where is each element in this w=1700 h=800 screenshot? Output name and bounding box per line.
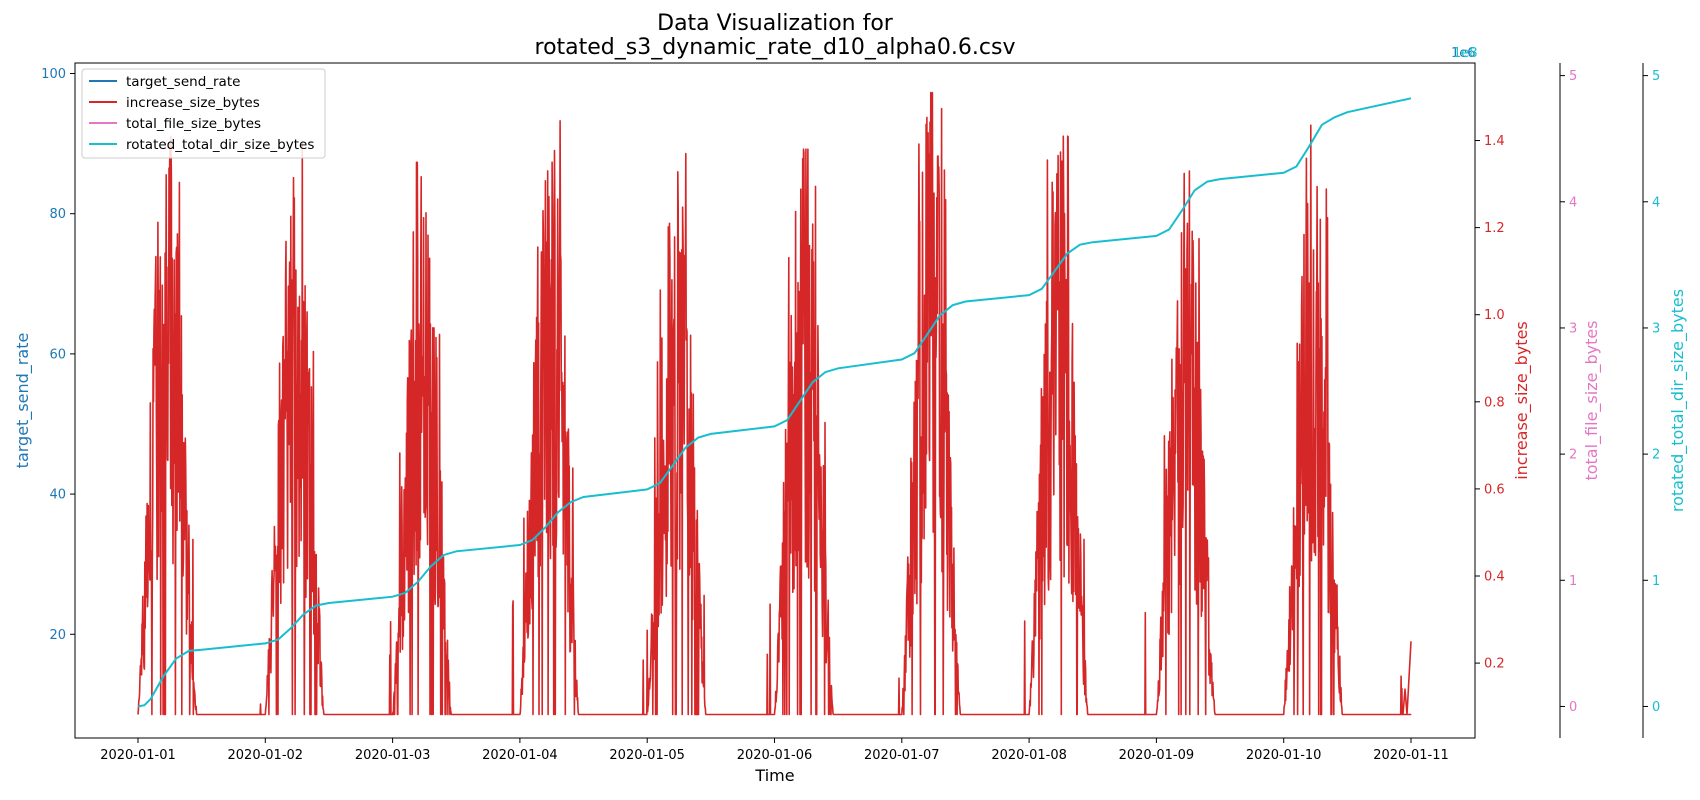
right2-tick-label: 1 [1569,574,1577,589]
right2-tick-label: 0 [1569,700,1577,715]
x-tick-label: 2020-01-08 [991,748,1067,763]
right3-tick-label: 5 [1652,69,1660,84]
right3-axis-title: rotated_total_dir_size_bytes [1668,289,1688,512]
x-tick-label: 2020-01-03 [355,748,431,763]
right3-offset-label: 1e8 [1453,46,1478,61]
legend-label: target_send_rate [126,74,240,90]
right1-offset-label: 1e6 [1451,46,1476,61]
chart-title-line2: rotated_s3_dynamic_rate_d10_alpha0.6.csv [535,35,1016,60]
right3-tick-label: 2 [1652,448,1660,463]
axes: 2020-01-01 2020-01-02 2020-01-03 2020-01-04… [13,46,1688,763]
x-tick-label: 2020-01-01 [100,748,176,763]
x-tick-label: 2020-01-06 [737,748,813,763]
right3-tick-label: 4 [1652,195,1660,210]
left-tick-label: 40 [49,488,66,503]
legend-label: total_file_size_bytes [126,116,261,132]
left-tick-label: 80 [49,207,66,222]
legend-label: rotated_total_dir_size_bytes [126,137,314,153]
x-axis-title: Time [754,766,794,785]
right3-tick-label: 3 [1652,321,1660,336]
right1-tick-label: 1.0 [1484,308,1505,323]
x-tick-label: 2020-01-04 [482,748,558,763]
right1-tick-label: 1.4 [1484,134,1505,149]
legend-label: increase_size_bytes [126,95,260,111]
right3-tick-label: 1 [1652,574,1660,589]
legend: target_send_rate increase_size_bytestotal… [81,68,326,159]
x-tick-label: 2020-01-05 [609,748,685,763]
right1-tick-label: 0.4 [1484,570,1505,585]
right2-axis-title: total_file_size_bytes [1582,320,1602,480]
right1-tick-label: 0.6 [1484,482,1505,497]
right1-tick-label: 1.2 [1484,221,1505,236]
x-tick-label: 2020-01-11 [1373,748,1449,763]
right2-tick-label: 4 [1569,195,1577,210]
right2-tick-label: 2 [1569,448,1577,463]
plot-area [137,91,1412,716]
right2-tick-label: 3 [1569,321,1577,336]
x-tick-label: 2020-01-10 [1246,748,1322,763]
x-tick-label: 2020-01-02 [228,748,304,763]
left-tick-label: 60 [49,347,66,362]
series-increase-size-bytes [137,91,1412,716]
left-axis-title: target_send_rate [13,333,33,469]
series-rotated-total-dir-size-bytes [137,97,1412,708]
right1-tick-label: 0.2 [1484,657,1505,672]
right1-tick-label: 0.8 [1484,395,1505,410]
legend-box [81,68,326,159]
x-tick-label: 2020-01-09 [1119,748,1195,763]
x-tick-label: 2020-01-07 [864,748,940,763]
chart-title-line1: Data Visualization for [657,11,894,36]
right3-tick-label: 0 [1652,700,1660,715]
right2-tick-label: 5 [1569,69,1577,84]
right1-axis-title: increase_size_bytes [1512,321,1532,480]
left-tick-label: 20 [49,628,66,643]
left-tick-label: 100 [41,67,66,82]
